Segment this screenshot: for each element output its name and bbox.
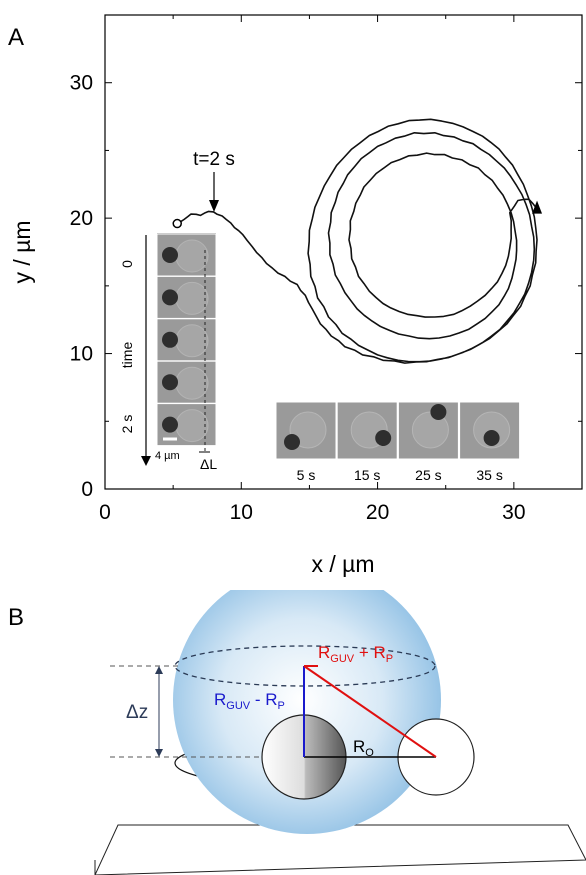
panel-a-label: A xyxy=(8,24,25,51)
trajectory-start-marker xyxy=(172,218,182,229)
plot-frame xyxy=(104,14,583,490)
delta-z-arrowhead-bottom xyxy=(155,749,163,757)
strip-label-end: 2 s xyxy=(119,415,135,434)
strip-vesicle xyxy=(175,409,209,443)
strip-particle xyxy=(162,247,178,263)
scale-bar-label: 4 µm xyxy=(155,450,180,462)
strip-particle xyxy=(162,374,178,391)
bottom-particle xyxy=(375,430,392,446)
r-sum-label: RGUV + RP xyxy=(318,643,393,665)
bottom-frame-label: 15 s xyxy=(354,467,380,483)
r-diff-label: RGUV - RP xyxy=(214,690,285,712)
time-annotation: t=2 s xyxy=(193,149,235,170)
bottom-frame-label: 5 s xyxy=(297,467,316,483)
trajectory-chart: 0 10 20 30 0 10 20 30 x / µm y / µm 0 time 2 s … xyxy=(9,14,583,577)
delta-z-arrowhead-top xyxy=(155,666,163,674)
delta-z-label: Δz xyxy=(126,702,148,723)
x-tick-label: 10 xyxy=(230,501,253,524)
delta-l-label: ΔL xyxy=(200,456,217,472)
bottom-frame-images xyxy=(275,401,521,460)
panel-b-label: B xyxy=(8,604,25,631)
r-o-label: RO xyxy=(353,737,374,759)
strip-vesicle xyxy=(175,366,209,400)
bottom-frames-inset: 5 s 15 s 25 s 35 s xyxy=(275,401,521,483)
time-arrow-head xyxy=(141,456,151,466)
x-tick-label: 30 xyxy=(502,501,525,524)
strip-vesicle xyxy=(175,239,209,273)
x-tick-label: 0 xyxy=(99,501,111,524)
bottom-particle xyxy=(284,434,300,450)
bottom-particle xyxy=(430,404,447,420)
strip-vesicle xyxy=(175,324,209,358)
y-tick-label: 20 xyxy=(70,207,93,230)
time-strip-inset: 0 time 2 s 4 µm ΔL xyxy=(119,233,217,472)
y-tick-label: 30 xyxy=(70,72,93,95)
x-tick-label: 20 xyxy=(366,501,389,524)
geometry-schematic: Δz RGUV + RP RGUV - RP RO xyxy=(94,590,586,875)
y-tick-label: 10 xyxy=(70,343,93,366)
y-axis-title: y / µm xyxy=(9,220,35,283)
trajectory-line xyxy=(176,118,538,364)
substrate-surface xyxy=(94,824,586,875)
guv-sphere xyxy=(173,590,441,834)
strip-particle xyxy=(162,331,178,348)
strip-frames xyxy=(156,233,217,447)
strip-particle xyxy=(162,289,178,306)
time-annotation-arrowhead xyxy=(209,200,219,212)
bottom-frame-label: 25 s xyxy=(415,467,441,483)
axes-frame xyxy=(104,14,583,490)
r-sum-line xyxy=(303,665,437,758)
trajectory-end-arrow xyxy=(532,200,543,214)
strip-label-time: time xyxy=(119,342,135,369)
bottom-frame-label: 35 s xyxy=(476,467,502,483)
axis-ticks xyxy=(104,15,582,490)
bottom-particle xyxy=(483,430,500,446)
y-tick-label: 0 xyxy=(81,478,93,501)
strip-particle xyxy=(162,416,178,433)
tick-labels: 0 10 20 30 0 10 20 30 xyxy=(70,72,526,524)
strip-vesicle xyxy=(175,281,209,315)
strip-label-top: 0 xyxy=(119,260,135,268)
equator-ellipse xyxy=(174,645,436,687)
x-axis-title: x / µm xyxy=(311,551,374,577)
bottom-frame-labels: 5 s 15 s 25 s 35 s xyxy=(297,467,503,483)
